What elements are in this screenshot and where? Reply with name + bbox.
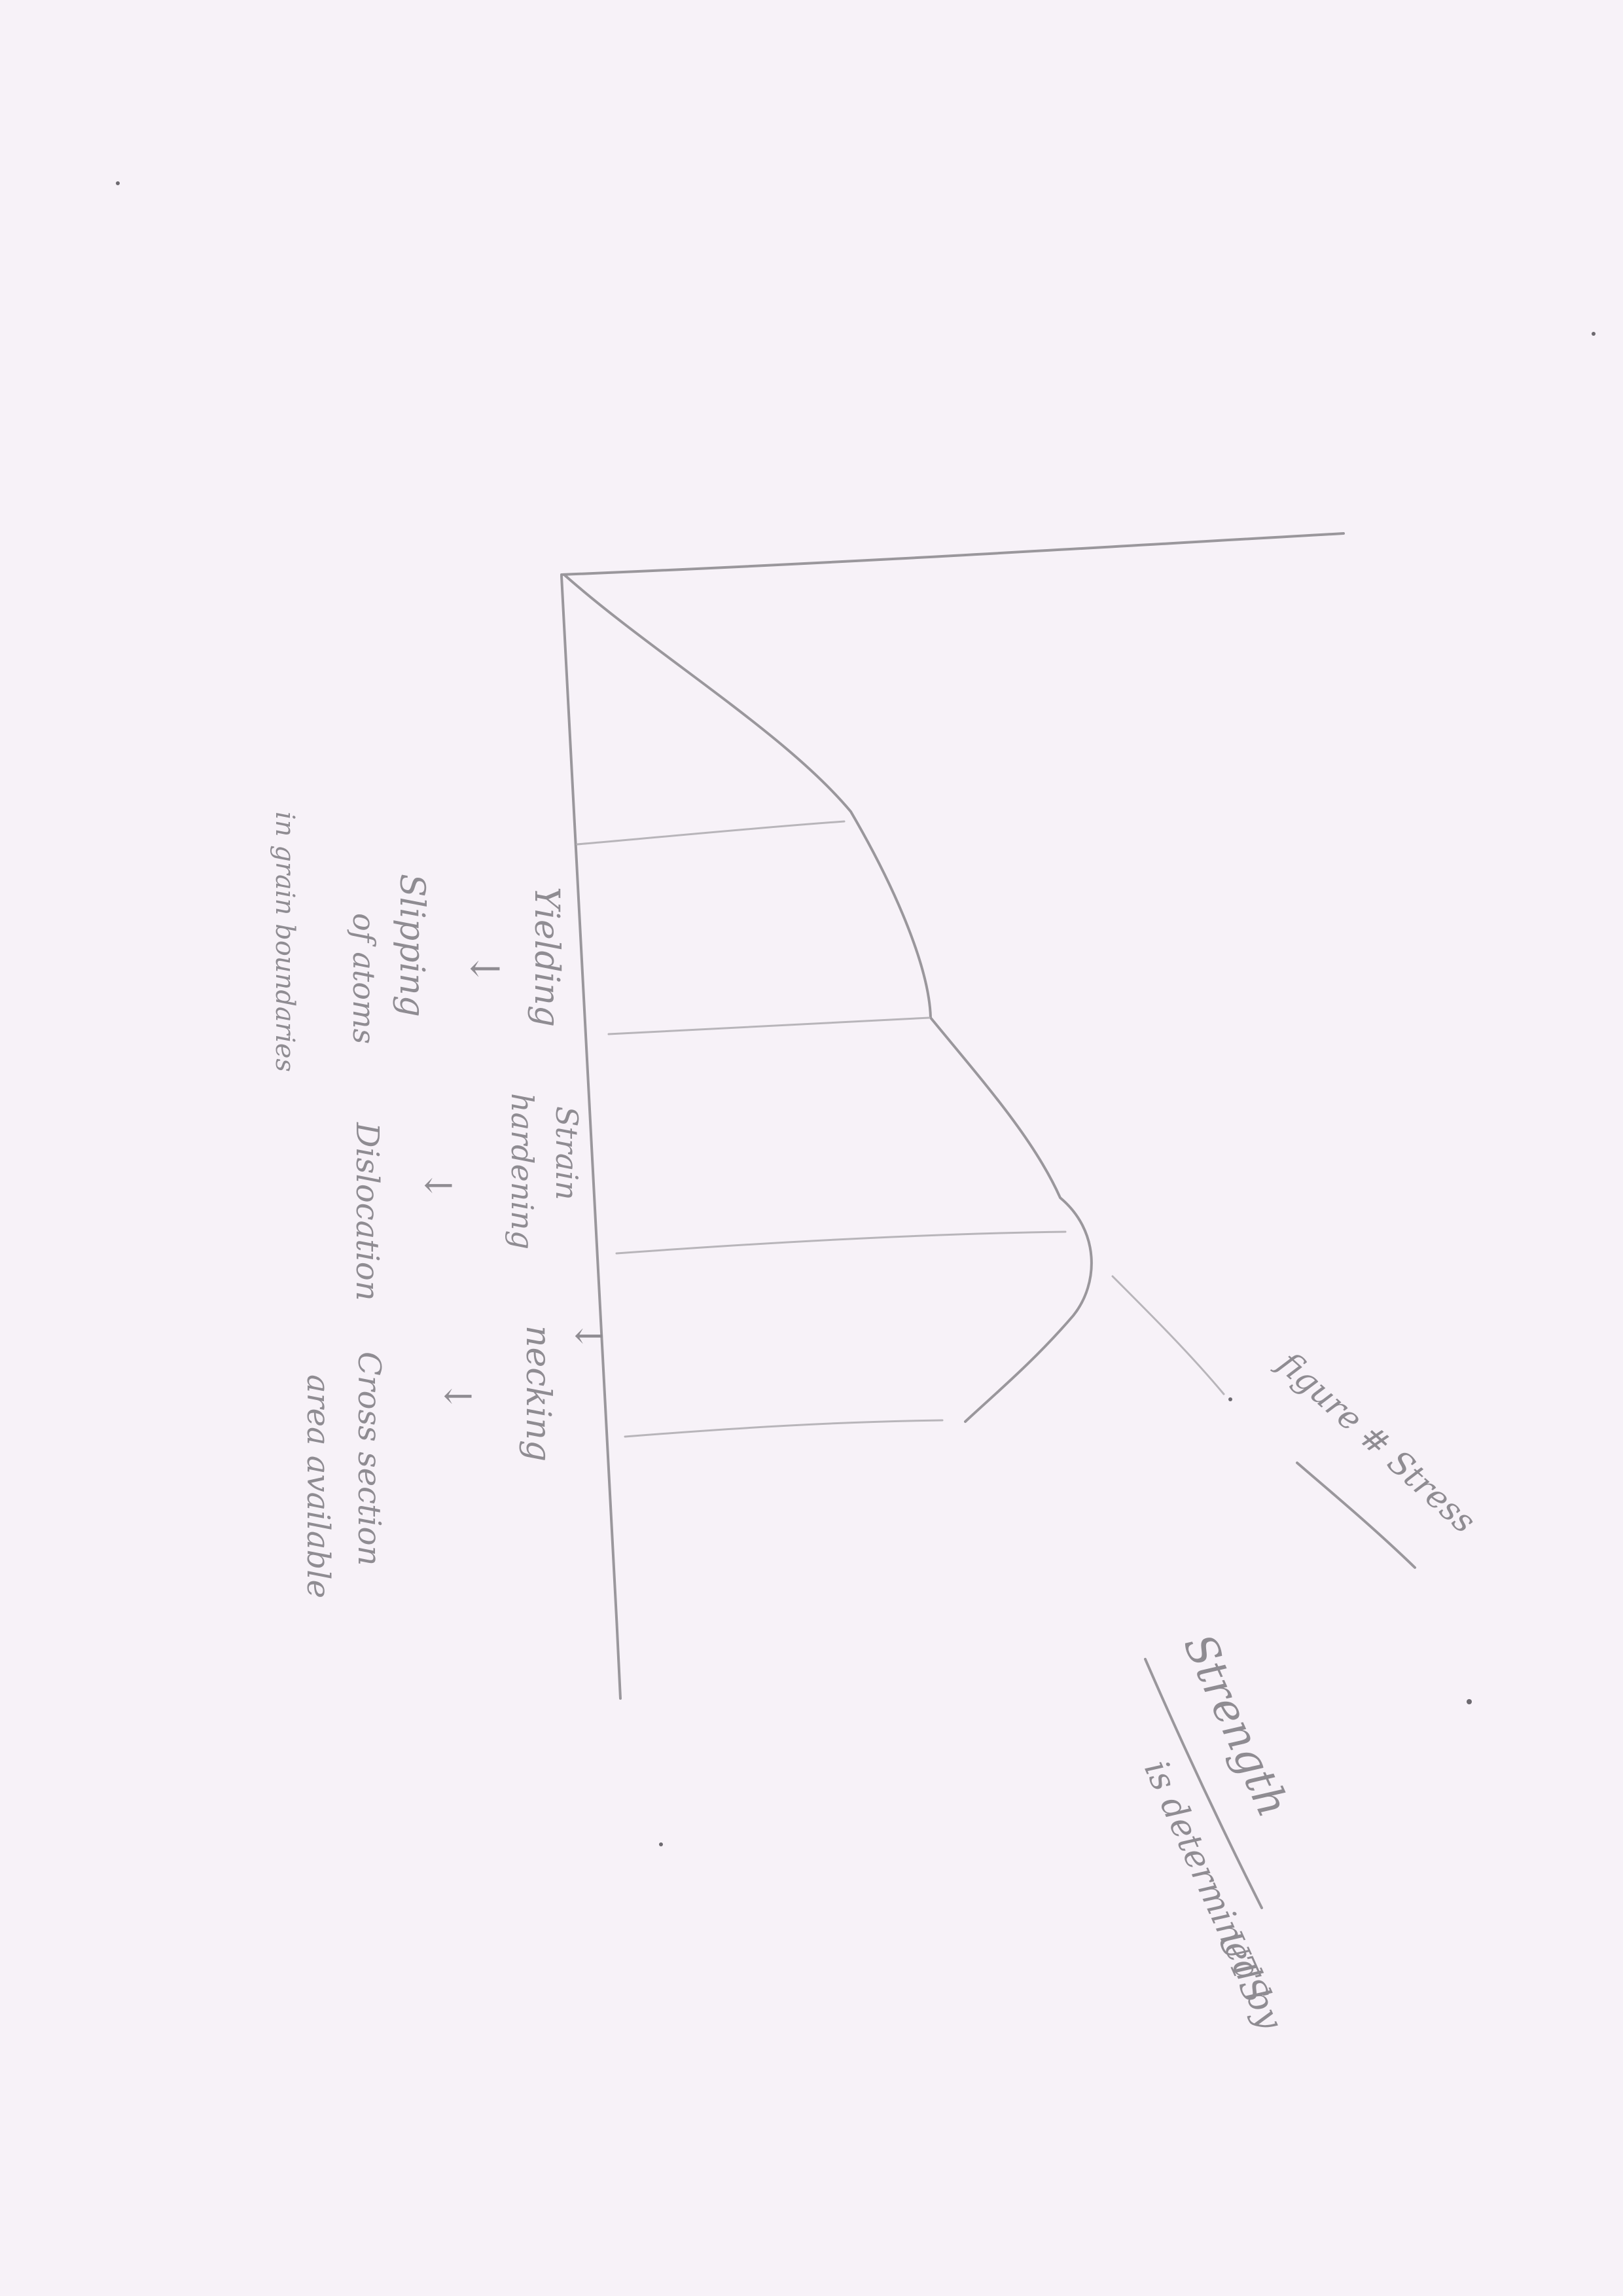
- left-axis-line: [560, 575, 622, 1700]
- strength-underline: [1144, 1658, 1263, 1909]
- label-necking-arrow: ↓: [436, 1381, 478, 1412]
- label-necking-arrow-top: ↓: [567, 1321, 609, 1352]
- label-yield-arrow: ↓: [461, 952, 507, 985]
- label-slipping-line-1: Slipping: [392, 874, 431, 1017]
- top-axis-line: [560, 532, 1345, 576]
- label-necking: necking: [518, 1325, 558, 1462]
- divider-line-1: [576, 820, 846, 846]
- label-slipping-line-2: of atoms: [346, 913, 382, 1044]
- paper-speck: [659, 1842, 663, 1846]
- paper-speck: [116, 181, 120, 185]
- stress-strain-curve: [563, 573, 1093, 1423]
- label-strain-line-1: Strain: [549, 1106, 584, 1200]
- label-figure-stress: figure # Stress: [1269, 1342, 1483, 1541]
- divider-line-3: [615, 1230, 1067, 1255]
- label-strain-line-2: hardening: [505, 1093, 540, 1249]
- label-cross-section-line-1: Cross section: [351, 1352, 387, 1566]
- figure-underline: [1296, 1462, 1416, 1569]
- label-dislocation: Dislocation: [349, 1122, 385, 1301]
- paper-speck: [1467, 1699, 1472, 1704]
- label-strain-arrow: ↓: [416, 1170, 459, 1201]
- label-strength: Strength: [1173, 1626, 1298, 1824]
- label-slipping-line-3: in grain boundaries: [270, 812, 300, 1072]
- divider-line-4: [624, 1419, 944, 1438]
- paper-speck: [1592, 332, 1596, 336]
- label-yielding: Yielding: [527, 887, 566, 1027]
- paper-speck: [1228, 1397, 1232, 1401]
- divider-line-2: [607, 1016, 931, 1035]
- curve-fracture-tail: [1111, 1275, 1225, 1395]
- label-cross-section-line-2: area available: [300, 1374, 336, 1598]
